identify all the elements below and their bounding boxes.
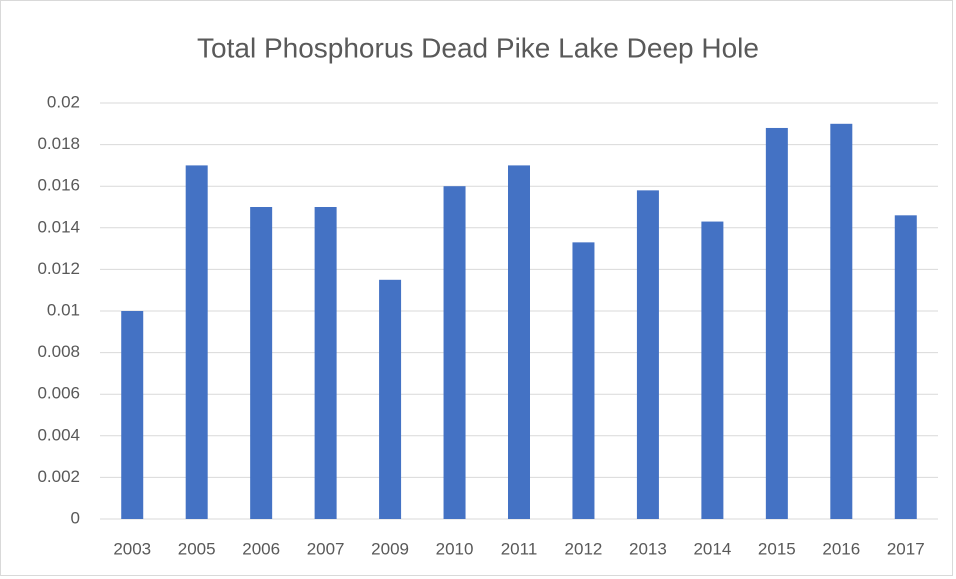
y-tick-label: 0.006 <box>37 384 80 403</box>
x-tick-label: 2012 <box>565 539 603 558</box>
bar <box>765 127 788 520</box>
y-tick-label: 0.02 <box>47 92 80 111</box>
x-tick-label: 2013 <box>629 539 667 558</box>
y-tick-label: 0.012 <box>37 259 80 278</box>
bar <box>830 123 853 520</box>
y-tick-label: 0.016 <box>37 176 80 195</box>
y-tick-label: 0.01 <box>47 300 80 319</box>
x-tick-label: 2003 <box>113 539 151 558</box>
y-tick-label: 0.004 <box>37 425 80 444</box>
bar <box>379 279 402 519</box>
bar <box>894 215 917 519</box>
chart-title: Total Phosphorus Dead Pike Lake Deep Hol… <box>197 32 759 63</box>
x-tick-label: 2011 <box>501 539 538 558</box>
x-tick-label: 2017 <box>887 539 925 558</box>
y-tick-label: 0.014 <box>37 217 80 236</box>
y-tick-label: 0.008 <box>37 342 80 361</box>
bar <box>508 165 530 519</box>
bar <box>121 311 144 519</box>
x-tick-label: 2010 <box>436 539 474 558</box>
bar <box>443 186 466 519</box>
x-tick-label: 2009 <box>371 539 409 558</box>
bar <box>185 165 208 519</box>
bar <box>636 190 659 520</box>
y-tick-label: 0 <box>71 508 80 527</box>
x-tick-label: 2007 <box>307 539 345 558</box>
x-tick-label: 2014 <box>693 539 731 558</box>
bar <box>572 242 595 520</box>
x-tick-label: 2006 <box>242 539 280 558</box>
x-tick-label: 2005 <box>178 539 216 558</box>
y-tick-label: 0.018 <box>37 134 80 153</box>
x-tick-label: 2015 <box>758 539 796 558</box>
bar <box>701 221 724 519</box>
bar <box>314 207 337 519</box>
y-tick-label: 0.002 <box>37 467 80 486</box>
bar <box>250 207 273 519</box>
x-tick-label: 2016 <box>822 539 860 558</box>
